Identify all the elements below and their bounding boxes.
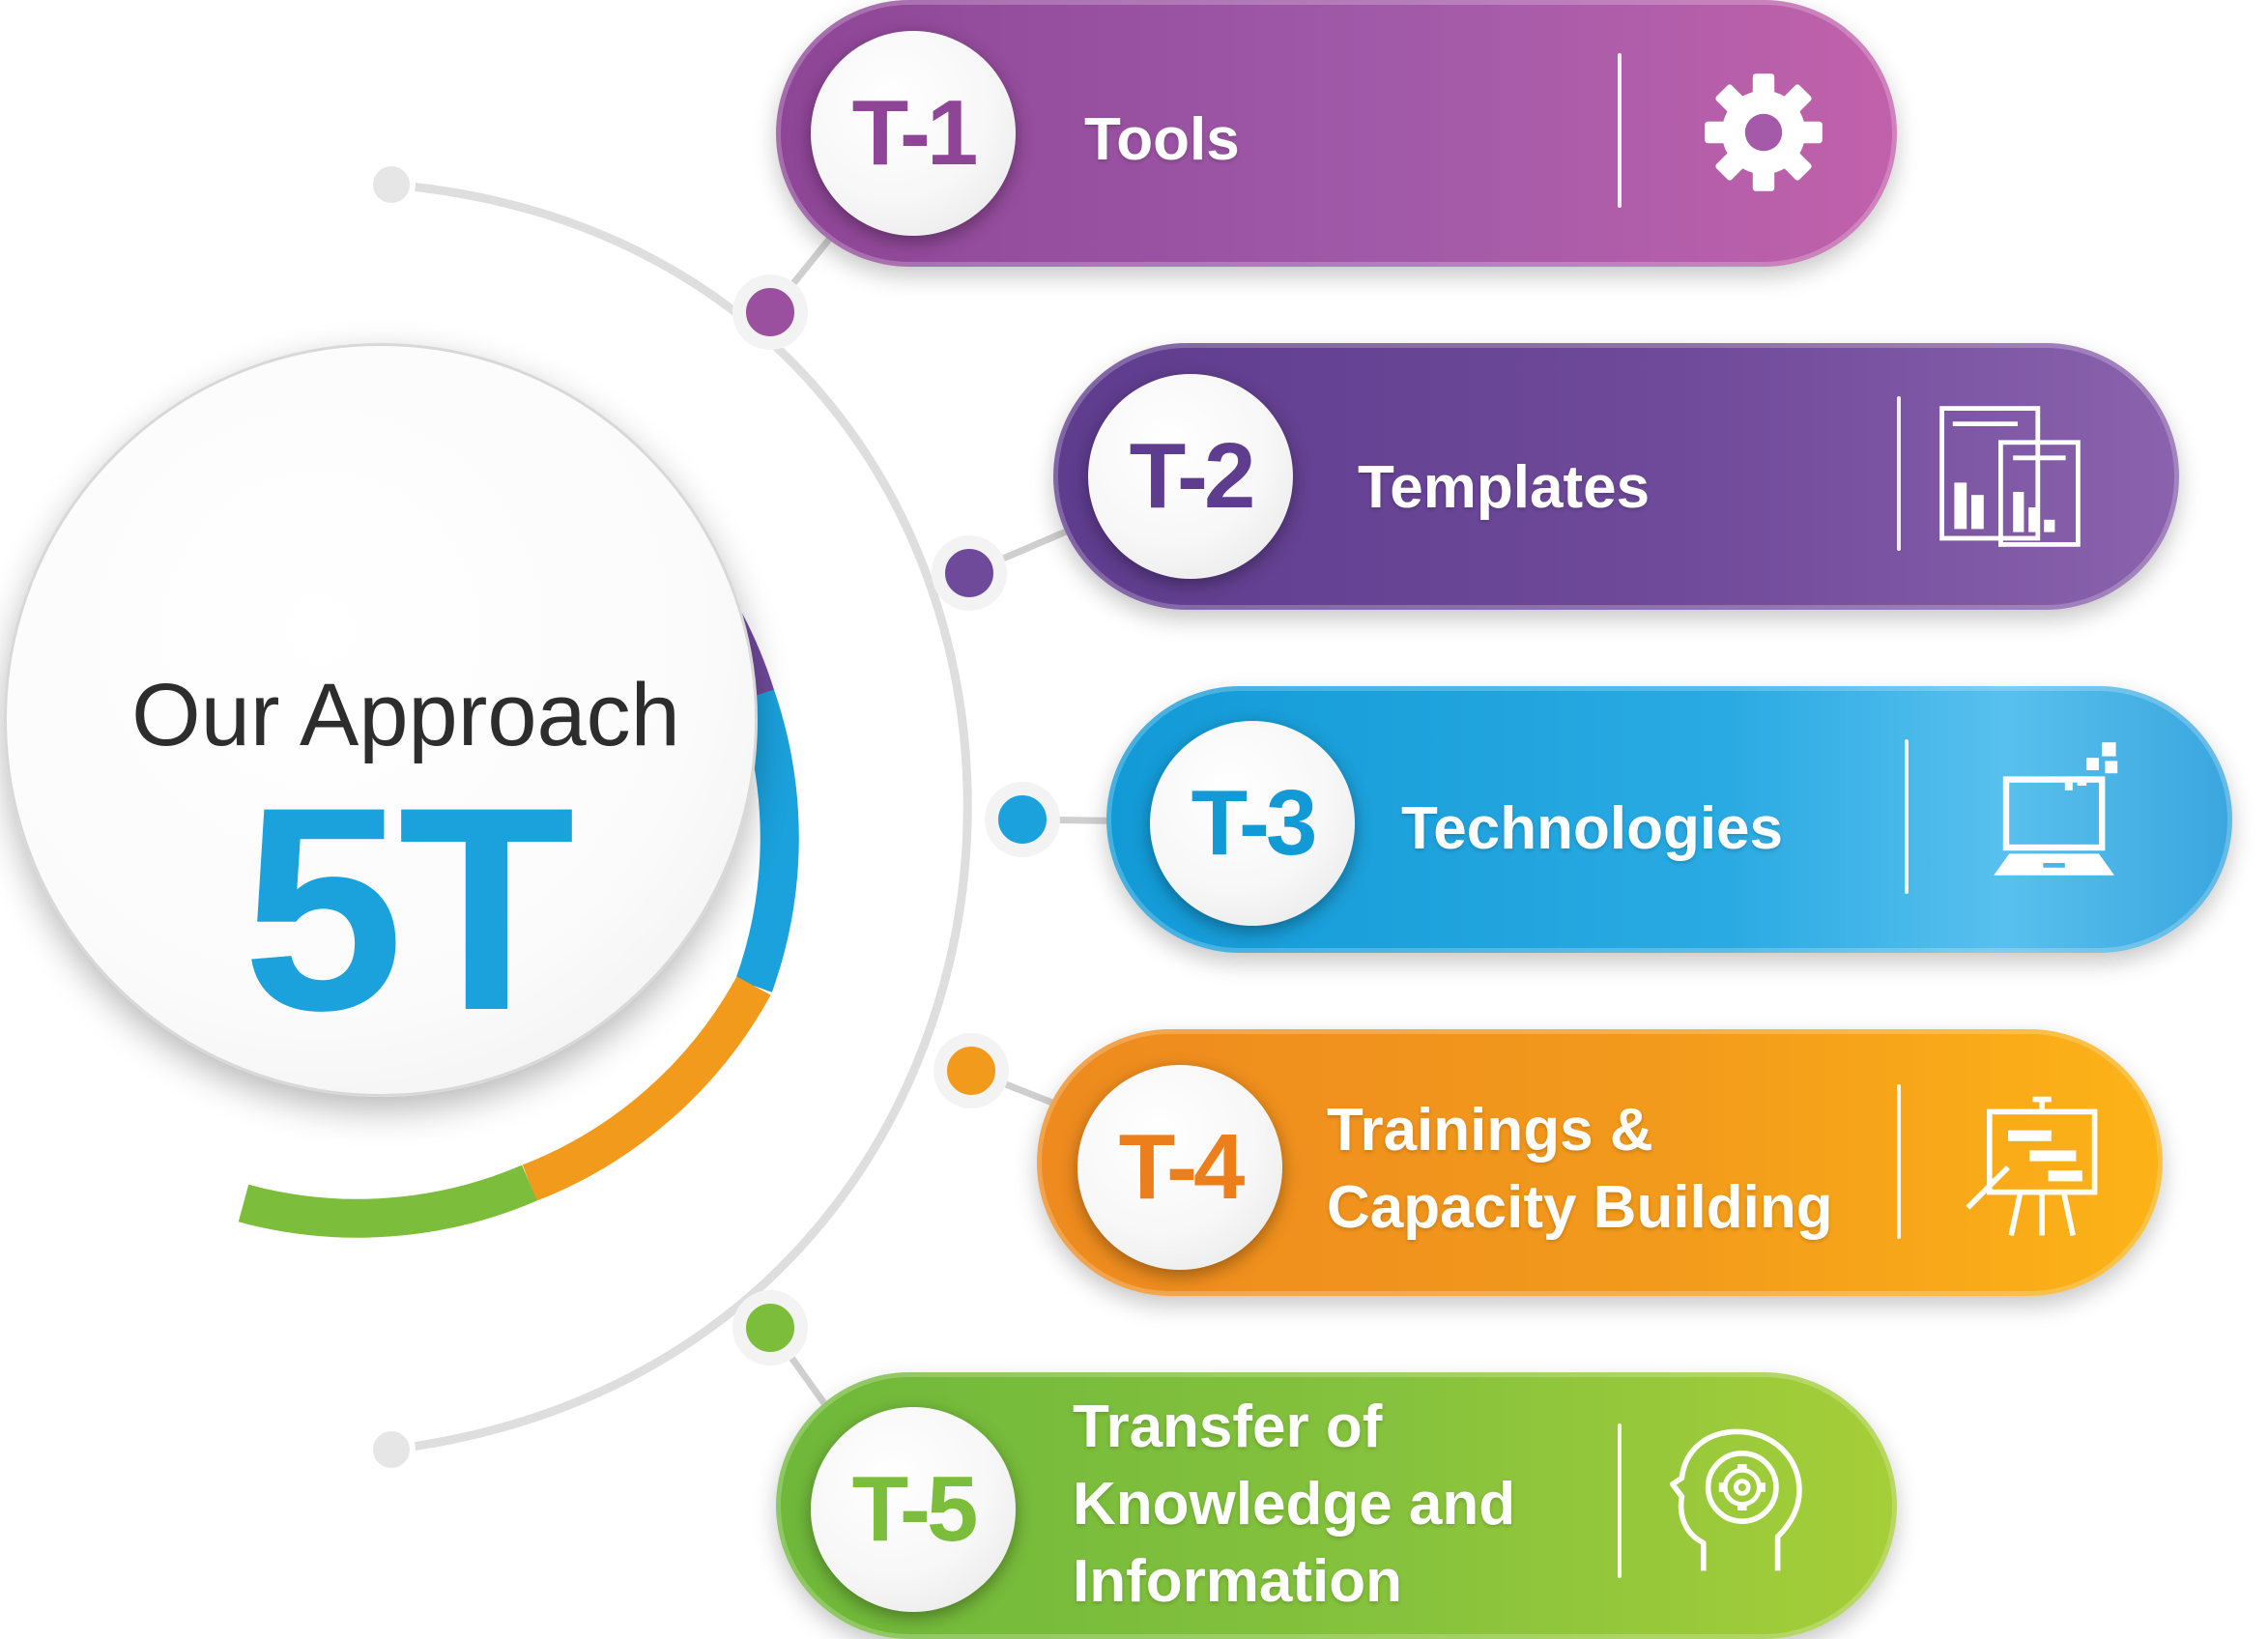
arc-dot-t5 <box>732 1290 808 1366</box>
item-t1-badge: T-1 <box>811 31 1016 236</box>
item-t5-divider <box>1618 1423 1622 1578</box>
center-title: Our Approach <box>131 666 680 764</box>
arc-dot-t3 <box>985 782 1060 857</box>
item-t3-divider <box>1905 739 1909 894</box>
item-t2-label: Templates <box>1358 454 1651 521</box>
gear-icon <box>1705 73 1823 191</box>
center-circle <box>4 343 758 1097</box>
item-t1-code: T-1 <box>851 81 979 185</box>
item-t1-label: Tools <box>1084 106 1240 173</box>
item-t5-code: T-5 <box>851 1457 979 1561</box>
arc-dot-t2 <box>932 535 1007 611</box>
arc-dot-t4 <box>933 1033 1009 1108</box>
item-t3-code: T-3 <box>1191 771 1318 875</box>
item-t2-divider <box>1897 396 1901 551</box>
ring-segment-orange <box>522 976 771 1201</box>
item-t2-code: T-2 <box>1129 424 1256 528</box>
ring-segment-blue <box>735 689 799 992</box>
item-t1-divider <box>1618 53 1622 208</box>
arc-end-dot-top <box>367 160 416 209</box>
item-t2-badge: T-2 <box>1088 374 1293 579</box>
center-5t-label: 5T <box>242 746 575 1071</box>
item-t3-badge: T-3 <box>1150 721 1355 926</box>
item-t4-code: T-4 <box>1118 1115 1246 1219</box>
presentation-board-icon <box>1966 1096 2098 1236</box>
item-t4-badge: T-4 <box>1077 1065 1282 1270</box>
connector-arc <box>387 180 972 1454</box>
item-t4-divider <box>1897 1084 1901 1239</box>
head-gear-icon <box>1670 1428 1802 1571</box>
item-t5-label: Transfer of Knowledge and Information <box>1073 1394 1516 1615</box>
item-t4-label: Trainings & Capacity Building <box>1327 1097 1833 1241</box>
item-t3-label: Technologies <box>1401 795 1784 862</box>
item-t5-badge: T-5 <box>811 1407 1016 1612</box>
laptop-icon <box>1994 742 2118 876</box>
ring-segment-green <box>238 1165 537 1238</box>
report-charts-icon <box>1939 406 2081 547</box>
arc-end-dot-bottom <box>367 1425 416 1474</box>
arc-dot-t1 <box>732 274 808 350</box>
